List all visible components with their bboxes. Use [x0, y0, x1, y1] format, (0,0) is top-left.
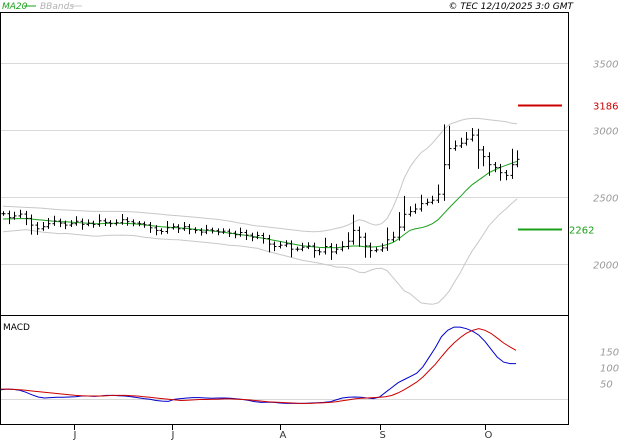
macd-ytick-label: 50 — [600, 380, 613, 391]
x-tick-label: J — [171, 430, 175, 440]
macd-ytick-label: 100 — [600, 364, 619, 375]
price-ytick-label: 3000 — [593, 127, 618, 138]
macd-ytick-label: 150 — [600, 348, 619, 359]
macd-lines — [0, 326, 517, 404]
x-tick-label: J — [73, 430, 77, 440]
bbands-upper-line — [2, 117, 518, 233]
macd-panel-label: MACD — [3, 323, 30, 333]
macd-line — [0, 326, 516, 404]
bbands-lower-line — [2, 198, 518, 305]
price-levels: 3186 2262 — [518, 102, 618, 237]
y-axis-ticks: 3500 3000 2500 2000 150 100 50 — [593, 60, 619, 391]
price-ytick-label: 2500 — [593, 194, 618, 205]
x-tick-label: S — [380, 430, 386, 440]
price-bars — [1, 124, 520, 260]
x-tick-label: A — [280, 430, 287, 440]
x-tick-label: O — [485, 430, 493, 440]
copyright-timestamp: © TEC 12/10/2025 3:0 GMT — [448, 2, 574, 12]
macd-panel-frame — [0, 315, 569, 425]
macd-signal-line — [1, 328, 517, 404]
price-gridlines — [1, 63, 568, 265]
legend-bbands: BBands — [40, 2, 74, 12]
bollinger-bands — [2, 117, 518, 305]
level-label: 2262 — [569, 226, 594, 237]
price-ytick-label: 3500 — [593, 60, 618, 71]
legend-ma20: MA20 — [2, 2, 28, 12]
price-ytick-label: 2000 — [593, 261, 618, 272]
level-label: 3186 — [593, 102, 618, 113]
